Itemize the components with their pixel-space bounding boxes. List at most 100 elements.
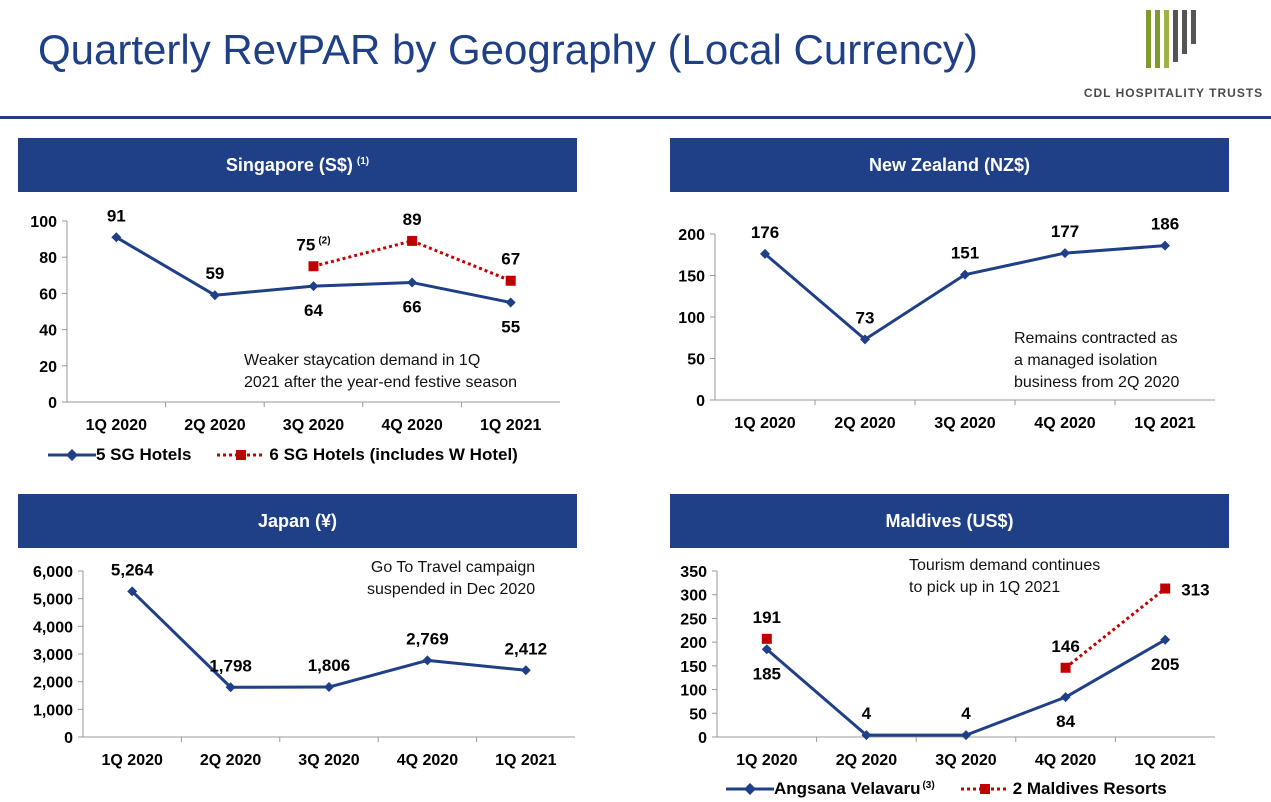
- maldives-note-line: to pick up in 1Q 2021: [909, 579, 1061, 596]
- data-point-marker: [1060, 692, 1071, 703]
- y-tick-label: 5,000: [33, 592, 73, 609]
- data-label: 176: [751, 223, 779, 242]
- japan-note: Go To Travel campaign suspended in Dec 2…: [367, 557, 535, 601]
- solid-line-diamond-icon: [48, 449, 96, 461]
- y-tick-label: 3,000: [33, 647, 73, 664]
- data-label: 2,769: [406, 629, 449, 648]
- x-tick-label: 2Q 2020: [200, 752, 261, 769]
- singapore-legend-series-2: 6 SG Hotels (includes W Hotel): [269, 445, 518, 464]
- maldives-legend-series-1: Angsana Velavaru: [774, 779, 921, 798]
- data-label: 186: [1151, 215, 1179, 234]
- new-zealand-note: Remains contracted as a managed isolatio…: [1014, 328, 1179, 394]
- x-tick-label: 1Q 2020: [736, 752, 797, 769]
- company-logo: CDL HOSPITALITY TRUSTS: [1076, 6, 1271, 106]
- data-label: 2,412: [505, 639, 548, 658]
- x-tick-label: 1Q 2020: [734, 415, 795, 432]
- y-tick-label: 200: [678, 227, 705, 244]
- x-tick-label: 2Q 2020: [836, 752, 897, 769]
- y-tick-label: 300: [680, 588, 707, 605]
- data-point-marker: [505, 275, 516, 286]
- data-label: 55: [501, 317, 520, 336]
- japan-note-line: suspended in Dec 2020: [367, 581, 536, 598]
- page-title: Quarterly RevPAR by Geography (Local Cur…: [38, 26, 978, 73]
- y-tick-label: 200: [680, 635, 707, 652]
- new-zealand-note-line: business from 2Q 2020: [1014, 374, 1180, 391]
- y-tick-label: 50: [687, 352, 705, 369]
- x-tick-label: 2Q 2020: [184, 417, 245, 434]
- y-tick-label: 20: [39, 359, 57, 376]
- data-point-marker: [860, 334, 870, 345]
- y-tick-label: 80: [39, 250, 57, 267]
- y-tick-label: 0: [48, 395, 57, 412]
- japan-panel-title: Japan (¥): [257, 510, 338, 531]
- data-label: 151: [951, 244, 979, 263]
- x-tick-label: 1Q 2020: [86, 417, 147, 434]
- x-tick-label: 4Q 2020: [1035, 752, 1096, 769]
- data-point-marker: [761, 644, 772, 655]
- data-label: 191: [753, 608, 781, 627]
- x-tick-label: 3Q 2020: [298, 752, 359, 769]
- data-label: 5,264: [111, 560, 154, 579]
- y-tick-label: 50: [689, 706, 707, 723]
- y-tick-label: 1,000: [33, 702, 73, 719]
- logo-text: CDL HOSPITALITY TRUSTS: [1083, 86, 1264, 100]
- data-point-marker: [1060, 662, 1071, 673]
- x-tick-label: 2Q 2020: [834, 415, 895, 432]
- singapore-legend-series-1: 5 SG Hotels: [96, 445, 192, 464]
- maldives-note-line: Tourism demand continues: [909, 557, 1101, 574]
- x-tick-label: 1Q 2021: [480, 417, 541, 434]
- dotted-line-square-icon: [960, 784, 1009, 794]
- x-tick-label: 1Q 2020: [102, 752, 163, 769]
- data-label: 1,806: [308, 656, 351, 675]
- singapore-panel-header: Singapore (S$) (1): [18, 138, 577, 192]
- data-point-marker: [209, 290, 220, 301]
- data-label: 313: [1181, 581, 1209, 600]
- data-point-marker: [505, 297, 516, 308]
- y-tick-label: 0: [696, 393, 705, 410]
- data-point-marker: [1160, 240, 1170, 251]
- data-point-marker: [324, 682, 334, 693]
- x-tick-label: 4Q 2020: [397, 752, 458, 769]
- new-zealand-panel-title: New Zealand (NZ$): [868, 154, 1031, 175]
- data-point-marker: [127, 586, 138, 597]
- singapore-footnote: (1): [356, 155, 370, 167]
- data-point-marker: [1160, 583, 1171, 594]
- y-tick-label: 60: [39, 286, 57, 303]
- data-label: 66: [403, 298, 422, 317]
- data-point-marker: [225, 682, 236, 693]
- data-point-marker: [961, 730, 971, 741]
- data-point-marker: [308, 261, 319, 272]
- y-tick-label: 100: [30, 214, 57, 231]
- x-tick-label: 4Q 2020: [381, 417, 442, 434]
- dotted-line-square-icon: [217, 450, 266, 460]
- data-label-footnote: (2): [318, 235, 330, 246]
- x-tick-label: 4Q 2020: [1034, 415, 1095, 432]
- data-point-marker: [422, 655, 433, 666]
- data-label: 67: [501, 250, 520, 269]
- data-point-marker: [761, 633, 772, 644]
- title-divider: [0, 116, 1271, 119]
- singapore-note: Weaker staycation demand in 1Q 2021 afte…: [244, 350, 517, 394]
- new-zealand-note-line: a managed isolation: [1014, 352, 1158, 369]
- data-point-marker: [308, 281, 319, 292]
- data-point-marker: [407, 277, 418, 288]
- maldives-panel-header: Maldives (US$): [670, 494, 1229, 548]
- data-point-marker: [407, 235, 418, 246]
- data-point-marker: [1160, 634, 1171, 645]
- data-label: 1,798: [209, 656, 252, 675]
- singapore-panel-title: Singapore (S$): [225, 154, 353, 175]
- singapore-note-line: Weaker staycation demand in 1Q: [244, 352, 481, 369]
- data-label: 64: [304, 301, 323, 320]
- y-tick-label: 250: [680, 611, 707, 628]
- logo-bars-icon: [1146, 10, 1196, 68]
- y-tick-label: 0: [698, 730, 707, 747]
- y-tick-label: 6,000: [33, 564, 73, 581]
- x-tick-label: 3Q 2020: [934, 415, 995, 432]
- singapore-legend: 5 SG Hotels 6 SG Hotels (includes W Hote…: [48, 445, 518, 465]
- data-point-marker: [520, 665, 531, 676]
- x-tick-label: 1Q 2021: [495, 752, 556, 769]
- japan-note-line: Go To Travel campaign: [370, 559, 536, 576]
